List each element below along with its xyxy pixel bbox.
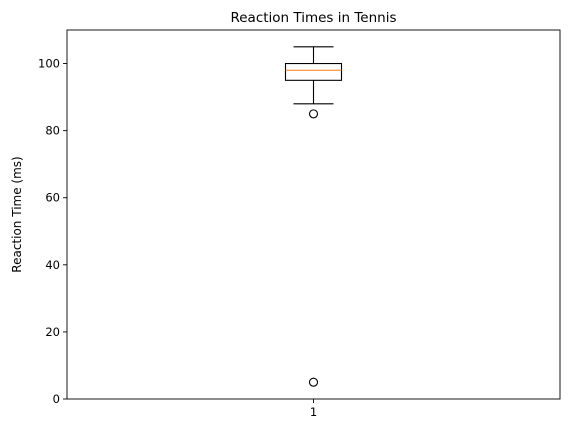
y-tick-label: 0 — [53, 392, 60, 406]
y-tick-label: 40 — [45, 258, 60, 272]
box-iqr — [284, 62, 343, 81]
outlier-point — [308, 377, 319, 387]
outlier-point — [308, 109, 319, 119]
y-tick-label: 100 — [38, 57, 60, 71]
chart-title: Reaction Times in Tennis — [230, 10, 396, 26]
box-group — [284, 46, 343, 387]
y-axis-label: Reaction Time (ms) — [10, 156, 24, 272]
y-tick-label: 80 — [45, 124, 60, 138]
y-tick-label: 60 — [45, 191, 60, 205]
y-tick-label: 20 — [45, 325, 60, 339]
y-axis-ticks: 0 20 40 60 80 100 — [38, 57, 67, 406]
x-axis-ticks: 1 — [310, 399, 317, 419]
x-tick-label: 1 — [310, 405, 317, 419]
plot-area-frame — [66, 29, 561, 400]
